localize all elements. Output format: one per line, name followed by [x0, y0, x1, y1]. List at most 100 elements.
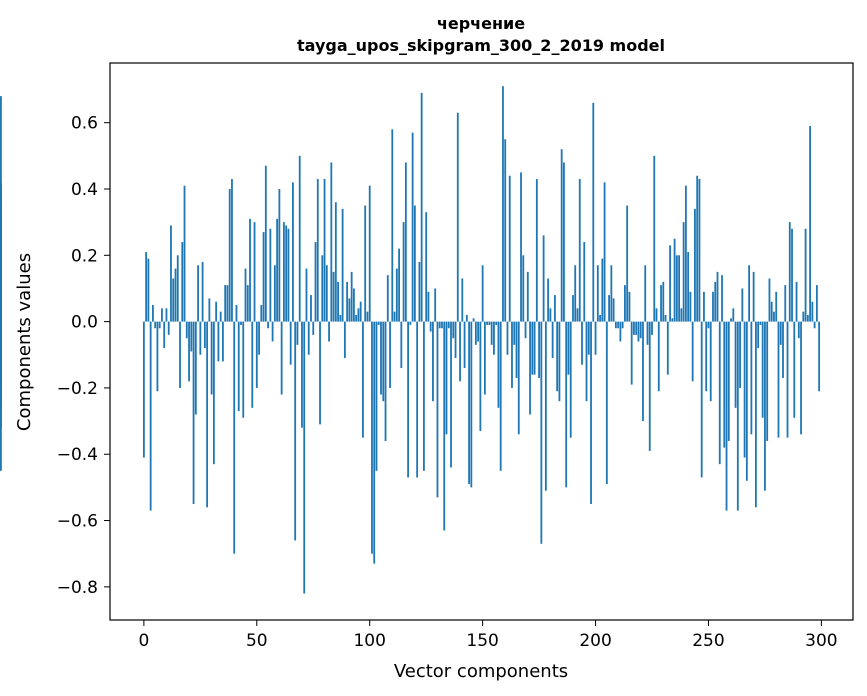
bar — [757, 321, 760, 349]
bar — [576, 308, 579, 322]
bar — [481, 265, 484, 322]
x-tick-label: 0 — [138, 631, 149, 651]
bar — [409, 321, 412, 325]
bar — [806, 314, 809, 322]
bar — [217, 321, 220, 362]
bar — [215, 301, 218, 322]
bar — [194, 321, 197, 415]
bar — [255, 321, 258, 388]
bar — [212, 321, 215, 465]
bar — [353, 288, 355, 322]
bar — [809, 125, 811, 322]
bar — [404, 162, 407, 322]
bar — [276, 218, 279, 322]
bar — [298, 155, 301, 322]
bar — [619, 321, 622, 342]
bar — [727, 321, 730, 441]
bar — [443, 321, 446, 531]
bar — [323, 179, 326, 322]
bar — [321, 255, 324, 322]
bar — [759, 321, 762, 325]
bar — [167, 321, 170, 335]
bar — [289, 321, 292, 365]
bar — [249, 218, 251, 322]
bar — [581, 321, 583, 365]
bar — [222, 321, 224, 362]
bar — [226, 285, 229, 322]
bar — [156, 321, 159, 392]
bar — [495, 321, 498, 325]
bar — [384, 321, 387, 441]
bar — [330, 162, 333, 322]
bar — [411, 132, 414, 322]
bar — [522, 255, 525, 322]
bar — [630, 321, 633, 385]
bar — [800, 321, 802, 435]
bar — [587, 321, 590, 355]
bar — [531, 321, 534, 375]
bar — [364, 205, 367, 322]
bar — [520, 172, 522, 322]
bar — [427, 291, 430, 322]
bar — [558, 321, 561, 402]
bar — [815, 285, 818, 322]
bar — [373, 321, 376, 564]
bar — [463, 321, 466, 369]
bar — [163, 321, 166, 349]
bar — [188, 321, 190, 382]
bar — [240, 321, 242, 325]
bar — [675, 255, 678, 322]
bar — [264, 165, 267, 322]
x-tick-label: 300 — [805, 631, 837, 651]
bar — [176, 255, 179, 322]
bar — [560, 149, 563, 322]
bar — [513, 321, 516, 345]
bar — [438, 321, 441, 329]
bar — [418, 261, 421, 322]
bar — [608, 295, 610, 322]
bar — [714, 281, 717, 322]
bar — [474, 321, 477, 345]
bar — [343, 321, 346, 359]
bar — [371, 321, 373, 554]
bar — [305, 268, 308, 322]
bar — [267, 321, 269, 329]
bar — [269, 228, 272, 322]
bar — [242, 321, 245, 418]
bar — [258, 321, 260, 355]
bar — [614, 321, 617, 329]
bar — [639, 321, 642, 339]
bar — [472, 318, 475, 322]
bar — [556, 321, 559, 392]
bar — [420, 92, 423, 322]
bar — [246, 285, 249, 322]
bar — [766, 321, 769, 441]
bar — [572, 295, 574, 322]
bar — [339, 314, 342, 322]
bar — [391, 129, 394, 322]
chart-subtitle: tayga_upos_skipgram_300_2_2019 model — [297, 36, 665, 55]
bar — [770, 301, 773, 322]
y-axis-label: Components values — [14, 253, 35, 431]
bar — [716, 271, 719, 322]
bar — [382, 321, 385, 402]
bar — [791, 228, 793, 322]
x-tick-label: 250 — [692, 631, 724, 651]
bar — [486, 321, 489, 325]
bar — [172, 278, 175, 322]
bar — [777, 321, 780, 438]
bar — [549, 308, 552, 322]
bar — [610, 265, 613, 322]
bar — [653, 155, 656, 322]
bar — [698, 179, 701, 322]
bar — [567, 321, 570, 375]
bar — [483, 321, 486, 395]
bar — [341, 208, 344, 322]
bar — [682, 222, 685, 322]
bar — [745, 321, 748, 481]
bar — [526, 271, 529, 322]
bar — [773, 311, 775, 322]
bar — [709, 321, 712, 402]
bar — [754, 321, 757, 508]
